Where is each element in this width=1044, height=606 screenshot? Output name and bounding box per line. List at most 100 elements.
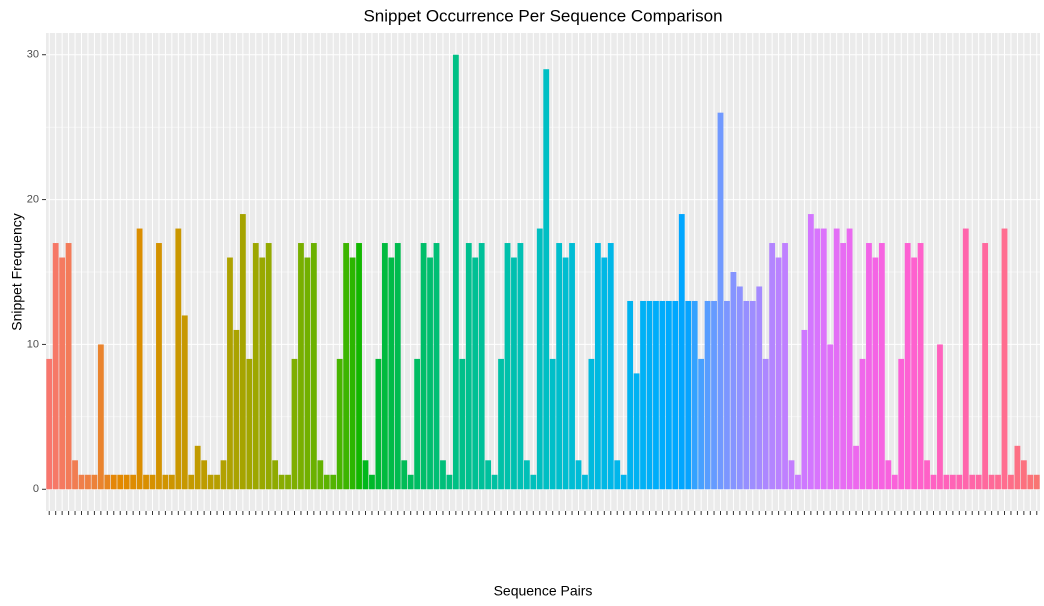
bar	[459, 358, 466, 490]
bar	[704, 300, 711, 490]
bar	[646, 300, 653, 490]
bar	[181, 315, 188, 490]
bar	[956, 474, 963, 490]
bar	[904, 243, 911, 490]
bar	[233, 329, 240, 490]
bars	[46, 54, 1040, 490]
bar	[201, 460, 208, 490]
bar	[962, 228, 969, 490]
bar	[149, 474, 156, 490]
bar	[1001, 228, 1008, 490]
bar	[911, 257, 918, 490]
bar	[517, 243, 524, 490]
bar	[866, 243, 872, 490]
bar	[827, 344, 834, 490]
bar	[943, 474, 950, 490]
bar	[478, 243, 485, 490]
bar	[356, 243, 362, 490]
bar	[143, 474, 149, 490]
bar	[807, 214, 814, 490]
bar	[549, 358, 556, 490]
bar	[698, 358, 705, 490]
bar	[859, 358, 866, 490]
bar	[162, 474, 169, 490]
bar	[491, 474, 498, 490]
bar	[1027, 474, 1034, 490]
bar	[820, 228, 827, 490]
bar	[298, 243, 304, 490]
bar	[194, 445, 201, 490]
bar	[227, 257, 233, 490]
bar	[788, 460, 795, 490]
bar	[117, 474, 124, 490]
bar	[440, 460, 446, 490]
bar	[536, 228, 543, 490]
bar	[924, 460, 930, 490]
bar	[601, 257, 608, 490]
bar	[136, 228, 143, 490]
bar	[362, 460, 369, 490]
bar	[523, 460, 530, 490]
bar	[433, 243, 440, 490]
bar	[724, 300, 730, 490]
bar	[588, 358, 595, 490]
bar	[330, 474, 337, 490]
bar	[85, 474, 91, 490]
bar	[78, 474, 85, 490]
bar	[756, 286, 763, 490]
bar	[749, 300, 756, 490]
bar	[569, 243, 575, 490]
bar	[214, 474, 220, 490]
bar	[323, 474, 330, 490]
bar	[878, 243, 885, 490]
bar	[543, 69, 550, 490]
bar	[814, 228, 821, 490]
bar	[110, 474, 117, 490]
bar	[97, 344, 104, 490]
bar	[188, 474, 195, 490]
bar	[452, 54, 459, 490]
bar	[562, 257, 569, 490]
bar	[511, 257, 517, 490]
bar	[485, 460, 492, 490]
bar	[672, 300, 679, 490]
bar	[394, 243, 401, 490]
bar	[891, 474, 898, 490]
bar	[123, 474, 130, 490]
y-tick-label: 0	[33, 483, 39, 495]
bar	[381, 243, 388, 490]
bar	[898, 358, 905, 490]
bar	[988, 474, 995, 490]
x-axis-title: Sequence Pairs	[494, 583, 593, 599]
bar	[46, 358, 53, 490]
bar	[556, 243, 563, 490]
bar	[220, 460, 227, 490]
chart-title: Snippet Occurrence Per Sequence Comparis…	[363, 6, 722, 25]
bar	[762, 358, 769, 490]
bar	[310, 243, 317, 490]
bar	[1033, 474, 1040, 490]
bar	[414, 358, 421, 490]
bar	[795, 474, 801, 490]
bar	[498, 358, 504, 490]
bar	[730, 272, 737, 490]
bar	[607, 243, 614, 490]
bar	[278, 474, 285, 490]
bar	[530, 474, 537, 490]
bar	[620, 474, 627, 490]
y-axis-title: Snippet Frequency	[9, 213, 25, 331]
bar	[937, 344, 943, 490]
bar	[575, 460, 582, 490]
bar	[465, 243, 472, 490]
bar	[91, 474, 98, 490]
y-tick-label: 30	[27, 49, 39, 61]
bar	[504, 243, 511, 490]
bar	[156, 243, 162, 490]
bar	[259, 257, 266, 490]
bar	[59, 257, 66, 490]
bar	[446, 474, 453, 490]
bar	[130, 474, 137, 490]
bar	[775, 257, 782, 490]
bar	[840, 243, 847, 490]
